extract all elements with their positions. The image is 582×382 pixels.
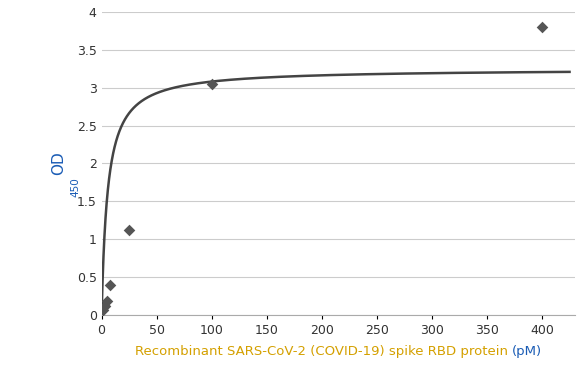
Point xyxy=(125,227,134,233)
Text: Recombinant SARS-CoV-2 (COVID-19) spike RBD protein: Recombinant SARS-CoV-2 (COVID-19) spike … xyxy=(134,345,512,358)
Point xyxy=(106,282,115,288)
Point xyxy=(537,24,546,30)
Point xyxy=(207,81,217,87)
Point xyxy=(98,306,107,312)
Text: 450: 450 xyxy=(70,178,80,197)
Point xyxy=(102,298,112,304)
Text: (pM): (pM) xyxy=(512,345,542,358)
Text: OD: OD xyxy=(51,152,66,175)
Point xyxy=(100,303,109,309)
